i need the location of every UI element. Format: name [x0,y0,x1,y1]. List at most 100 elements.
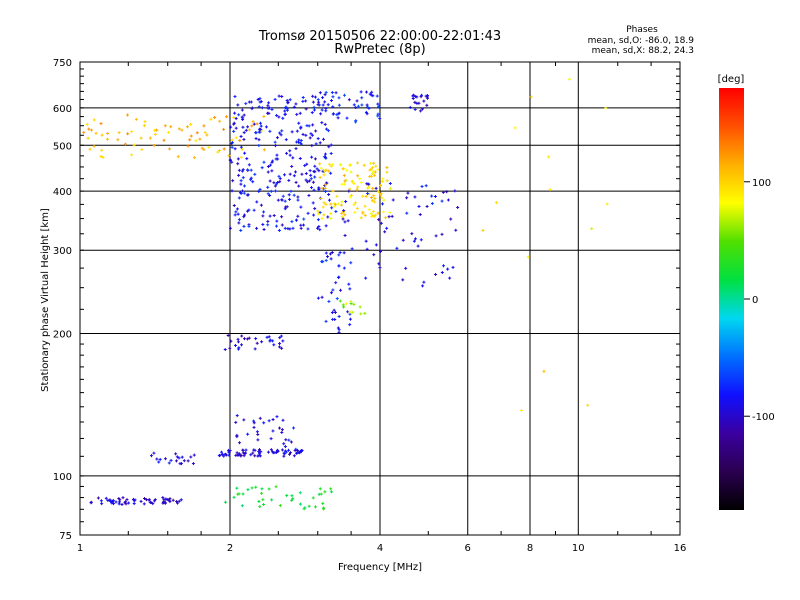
data-point [244,448,248,452]
data-point [324,181,328,185]
data-point [294,447,298,451]
data-point [382,198,386,202]
data-point [369,174,373,178]
data-point [288,153,292,157]
data-point [200,146,204,150]
data-point [218,119,222,123]
data-point [121,496,125,500]
data-point [318,211,322,215]
data-point [456,205,460,209]
data-point [192,453,196,457]
data-point [454,228,458,232]
data-point [283,113,287,117]
data-point [216,150,220,154]
data-point [337,96,341,100]
data-point [353,201,357,205]
data-point [385,179,389,183]
data-point [421,284,425,288]
stats-heading: Phases [626,25,658,35]
data-point [285,151,289,155]
data-point [337,253,341,257]
data-point [306,227,310,231]
data-point [349,300,353,304]
data-point [242,137,246,141]
data-point [114,500,118,504]
data-point [123,142,127,146]
data-point [355,206,359,210]
data-point [309,173,313,177]
data-point [342,251,346,255]
data-point [307,504,311,508]
data-point [198,137,202,141]
data-point [305,162,309,166]
data-point [239,155,243,159]
data-point [202,148,206,152]
data-point [308,136,312,140]
data-point [413,195,417,199]
data-point [321,501,325,505]
data-point [329,151,333,155]
data-point [548,188,552,192]
data-point [258,448,262,452]
data-point [526,255,530,259]
data-point [313,175,317,179]
data-point [242,224,246,228]
data-point [318,141,322,145]
data-point [266,165,270,169]
data-point [299,449,303,453]
data-point [376,112,380,116]
data-point [282,454,286,458]
data-point [337,330,341,334]
data-point [275,136,279,140]
data-point [350,179,354,183]
data-point [251,180,255,184]
colorbar-title: [deg] [718,74,745,85]
data-point [297,121,301,125]
data-point [257,190,261,194]
data-point [440,271,444,275]
data-point [322,506,326,510]
data-point [322,169,326,173]
data-point [281,194,285,198]
data-point [232,495,236,499]
data-point [117,131,121,135]
data-point [377,190,381,194]
data-point [229,339,233,343]
data-point [311,496,315,500]
data-point [327,193,331,197]
data-point [189,134,193,138]
data-point [377,105,381,109]
data-point [372,253,376,257]
data-point [99,499,103,503]
data-point [288,197,292,201]
data-point [310,144,314,148]
data-point [313,505,317,509]
data-point [112,502,116,506]
x-tick-label: 6 [465,543,471,554]
data-point [342,209,346,213]
data-point [373,170,377,174]
data-point [385,226,389,230]
data-point [441,190,445,194]
data-point [401,278,405,282]
data-point [340,215,344,219]
data-point [245,168,249,172]
data-point [174,452,178,456]
data-point [322,187,326,191]
data-point [343,213,347,217]
data-point [257,138,261,142]
data-point [261,498,265,502]
data-point [337,314,341,318]
data-point [318,162,322,166]
data-point [364,90,368,94]
data-point [420,184,424,188]
data-point [333,310,337,314]
data-point [290,130,294,134]
data-point [310,111,314,115]
data-point [388,181,392,185]
data-point [268,214,272,218]
data-point [262,160,266,164]
data-point [132,502,136,506]
data-point [324,109,328,113]
data-point [312,213,316,217]
